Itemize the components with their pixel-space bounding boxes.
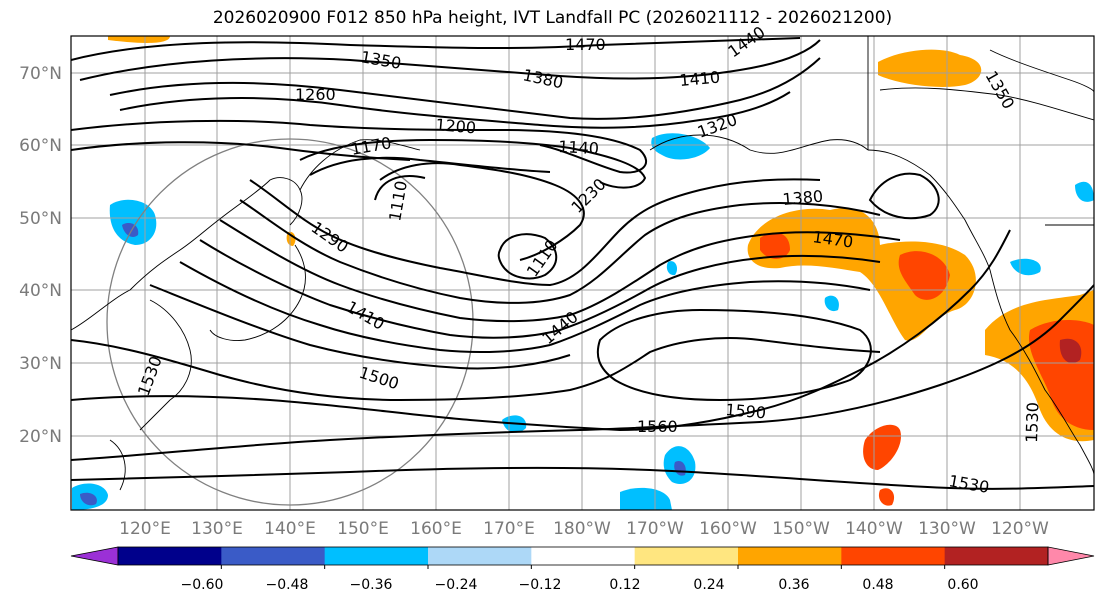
contour-label: 1200 (435, 115, 477, 137)
colorbar-tick-label: 0.48 (862, 577, 893, 593)
map-title: 2026020900 F012 850 hPa height, IVT Land… (212, 8, 893, 28)
lon-label: 170°E (483, 519, 535, 539)
landfall-radius-circle (106, 138, 474, 506)
lon-label: 170°W (626, 519, 684, 539)
lon-label: 160°W (699, 519, 757, 539)
contour-label: 1530 (1022, 402, 1042, 443)
contour-label: 1260 (295, 85, 336, 104)
colorbar-tick-label: 0.24 (693, 577, 724, 593)
colorbar-segment (944, 547, 1049, 565)
lon-label: 130°E (191, 519, 243, 539)
contour-label: 1470 (565, 35, 606, 54)
colorbar-extend-high (1047, 546, 1095, 566)
colorbar-segment (841, 547, 946, 565)
lat-label: 50°N (19, 209, 62, 229)
colorbar-tick-label: −0.36 (350, 577, 393, 593)
lon-label: 150°W (772, 519, 830, 539)
lat-label: 30°N (19, 354, 62, 374)
colorbar-extend-low (70, 546, 119, 566)
ivt-positive-shading (108, 36, 1094, 506)
height-contours (71, 37, 1094, 490)
colorbar-segment (738, 547, 842, 565)
contour-label: 1140 (558, 137, 600, 158)
lon-label: 140°E (264, 519, 316, 539)
colorbar-segment (634, 547, 739, 565)
longitude-labels: 120°E 130°E 140°E 150°E 160°E 170°E 180°… (119, 519, 1049, 539)
colorbar (70, 546, 1095, 569)
colorbar-tick-label: 0.12 (609, 577, 640, 593)
latitude-labels: 70°N 60°N 50°N 40°N 30°N 20°N (19, 64, 62, 447)
colorbar-tick-label: −0.48 (266, 577, 309, 593)
colorbar-tick-labels: −0.60 −0.48 −0.36 −0.24 −0.12 0.12 0.24 … (181, 577, 979, 593)
colorbar-segment (531, 547, 636, 565)
colorbar-tick-label: −0.12 (519, 577, 562, 593)
lat-label: 40°N (19, 281, 62, 301)
lat-label: 60°N (19, 136, 62, 156)
lon-label: 180°W (553, 519, 611, 539)
map-frame (70, 35, 1095, 511)
coastlines (71, 36, 1094, 491)
colorbar-border (117, 546, 1049, 566)
contour-label: 1410 (679, 68, 721, 90)
lon-label: 160°E (410, 519, 462, 539)
contour-label: 1380 (782, 187, 824, 209)
colorbar-tick-label: −0.24 (435, 577, 478, 593)
lon-label: 150°E (337, 519, 389, 539)
colorbar-segment (118, 547, 222, 565)
contour-label: 1560 (637, 417, 678, 436)
lon-label: 120°W (991, 519, 1049, 539)
colorbar-tick-label: −0.60 (181, 577, 224, 593)
colorbar-tick-label: 0.60 (947, 577, 978, 593)
contour-label: 1590 (725, 400, 767, 422)
lat-label: 20°N (19, 427, 62, 447)
lon-label: 130°W (918, 519, 976, 539)
lon-label: 120°E (119, 519, 171, 539)
colorbar-segment (221, 547, 326, 565)
colorbar-tick-label: 0.36 (778, 577, 809, 593)
colorbar-segment (428, 547, 532, 565)
lat-label: 70°N (19, 64, 62, 84)
colorbar-segment (324, 547, 429, 565)
lon-label: 140°W (845, 519, 903, 539)
